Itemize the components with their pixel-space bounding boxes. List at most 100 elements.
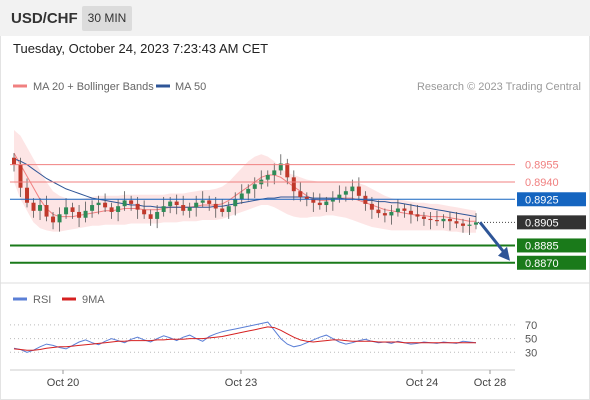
level-label: 0.8870 xyxy=(525,258,559,270)
header-bar: USD/CHF 30 MIN xyxy=(0,0,590,36)
rsi-ma-line xyxy=(13,326,476,351)
candle-body xyxy=(226,206,231,212)
candle-body xyxy=(103,202,108,208)
candle-body xyxy=(395,208,400,212)
candle-body xyxy=(168,201,173,207)
candle-body xyxy=(18,164,23,188)
candle-body xyxy=(213,203,218,209)
candle-body xyxy=(174,201,179,206)
candle-body xyxy=(343,191,348,195)
symbol-title: USD/CHF xyxy=(11,10,78,27)
candle-body xyxy=(25,187,30,203)
candle-body xyxy=(311,199,316,203)
copyright-label: Research © 2023 Trading Central xyxy=(417,81,581,93)
candle-body xyxy=(109,207,114,212)
price-plot xyxy=(12,130,478,236)
level-label: 0.8885 xyxy=(525,240,559,252)
candle-body xyxy=(291,177,296,192)
candle-body xyxy=(116,206,121,212)
candle-body xyxy=(356,186,361,196)
level-label: 0.8955 xyxy=(525,160,559,172)
candle-body xyxy=(467,224,472,226)
candle-body xyxy=(421,216,426,219)
candle-body xyxy=(285,163,290,178)
candle-body xyxy=(70,207,75,212)
level-label: 0.8925 xyxy=(525,194,559,206)
candle-body xyxy=(51,216,56,223)
level-label: 0.8905 xyxy=(525,217,559,229)
ma50-line xyxy=(13,158,477,218)
candle-body xyxy=(207,200,212,204)
x-tick-label: Oct 28 xyxy=(474,377,506,389)
candle-body xyxy=(83,210,88,218)
candle-body xyxy=(239,193,244,200)
candle-body xyxy=(90,205,95,211)
candle-body xyxy=(57,214,62,223)
candle-body xyxy=(369,203,374,210)
ma20-legend-label: MA 20 + Bollinger Bands xyxy=(33,81,154,93)
candle-body xyxy=(77,211,82,218)
candle-body xyxy=(330,198,335,202)
level-box-support xyxy=(517,255,586,270)
candle-body xyxy=(135,203,140,210)
level-label: 0.8940 xyxy=(525,177,559,189)
candle-body xyxy=(38,205,43,211)
candle-body xyxy=(337,194,342,199)
datetime-label: Tuesday, October 24, 2023 7:23:43 AM CET xyxy=(13,41,269,56)
candle-body xyxy=(265,175,270,180)
candle-body xyxy=(441,218,446,222)
candle-body xyxy=(96,202,101,206)
candle-body xyxy=(324,201,329,206)
candle-body xyxy=(447,218,452,222)
level-box-support xyxy=(517,238,586,253)
candle-body xyxy=(142,209,147,215)
candle-body xyxy=(350,186,355,192)
candle-body xyxy=(161,206,166,212)
candle-body xyxy=(122,200,127,207)
rsi-tick-label: 50 xyxy=(525,334,537,346)
candle-body xyxy=(148,214,153,219)
rsi-line xyxy=(13,321,477,353)
candle-body xyxy=(12,157,16,165)
candle-body xyxy=(415,214,420,217)
ma50-legend-label: MA 50 xyxy=(175,81,206,93)
candle-body xyxy=(376,209,381,214)
candle-body xyxy=(363,195,368,204)
x-axis-ticks: Oct 20 Oct 23 Oct 24 Oct 28 xyxy=(47,370,506,389)
x-tick-label: Oct 23 xyxy=(225,377,257,389)
level-box-pivot xyxy=(517,192,586,207)
candle-body xyxy=(382,213,387,216)
rsi-tick-label: 30 xyxy=(525,347,537,359)
candle-body xyxy=(187,207,192,211)
candle-body xyxy=(389,211,394,216)
candle-body xyxy=(460,223,465,226)
candle-body xyxy=(278,163,283,171)
candle-body xyxy=(434,220,439,222)
candle-body xyxy=(298,191,303,197)
interval-button[interactable]: 30 MIN xyxy=(82,6,132,31)
bollinger-band xyxy=(14,130,476,233)
rsi-legend-label: RSI xyxy=(33,294,51,306)
x-tick-label: Oct 20 xyxy=(47,377,79,389)
candle-body xyxy=(155,211,160,219)
candle-body xyxy=(252,184,257,189)
level-box-current xyxy=(517,215,586,230)
candle-body xyxy=(220,208,225,212)
candle-body xyxy=(194,202,199,208)
rsi-tick-label: 70 xyxy=(525,320,537,332)
x-tick-label: Oct 24 xyxy=(406,377,438,389)
candle-body xyxy=(402,208,407,211)
forecast-arrow-head xyxy=(498,246,510,261)
candle-body xyxy=(64,207,69,215)
rsi-ma-legend-label: 9MA xyxy=(82,294,105,306)
level-lines: 0.8955 0.8940 0.8925 0.8905 0.8885 0.8870 xyxy=(10,160,586,270)
candle-body xyxy=(317,202,322,206)
forecast-arrow-shaft xyxy=(478,221,508,256)
candle-body xyxy=(272,170,277,176)
candle-body xyxy=(454,221,459,224)
candle-body xyxy=(200,200,205,203)
ma20-line xyxy=(13,152,476,222)
candle-body xyxy=(408,210,413,215)
